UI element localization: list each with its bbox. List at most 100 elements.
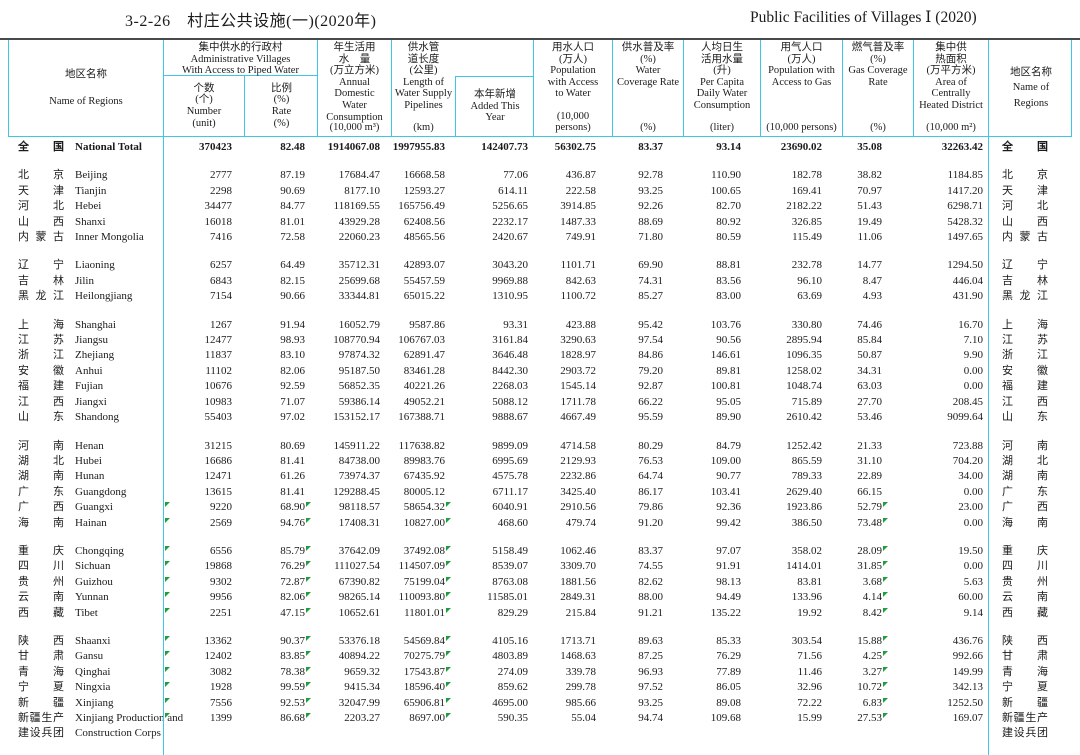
region-name-en: Tianjin: [75, 184, 107, 197]
value-cell: 12402: [163, 649, 243, 664]
region-name-zh: 甘肃: [18, 650, 64, 663]
flag-icon: [883, 561, 888, 567]
value-cell: 1487.33: [560, 215, 596, 228]
region-name-zh: 安徽: [18, 364, 64, 377]
table-row: 湖北 Hubei 16686 81.41 84738.00 89983.76 6995.69…: [8, 454, 1072, 469]
table-row: 河北 Hebei 34477 84.77 118169.55 165756.49 5256.…: [8, 199, 1072, 214]
value-cell: 82.62: [638, 575, 663, 588]
value-cell: 91.94: [280, 318, 305, 331]
region-name-cell: 重庆 Chongqing: [8, 544, 163, 559]
table-row: 云南 Yunnan 9956 82.06 98265.14 110093.80 11585.…: [8, 590, 1072, 605]
region-name-en: Jiangsu: [75, 334, 108, 347]
value-cell: 142407.73: [481, 141, 528, 153]
region-name-zh: 江西: [18, 395, 64, 408]
value-cell: 100.65: [710, 184, 741, 197]
region-name-cell-right: 重庆: [988, 544, 1072, 559]
value-cell: 98118.57: [339, 501, 380, 514]
region-name-en: Zhejiang: [75, 349, 115, 362]
value-cell: 2569: [163, 516, 243, 531]
region-name-zh: 广西: [1002, 501, 1048, 514]
value-cell: 19868: [163, 559, 243, 574]
value-cell: 17543.87: [391, 665, 454, 680]
value-cell: 1252.42: [786, 439, 822, 452]
value-cell: 12471: [204, 470, 233, 483]
flag-icon: [165, 635, 170, 641]
value-cell: 91.21: [638, 606, 663, 619]
table-row: 广东 Guangdong 13615 81.41 129288.45 80005.12 67…: [8, 485, 1072, 500]
header-region-right: 地区名称 Name of Regions: [989, 40, 1073, 136]
flag-icon: [446, 651, 451, 657]
value-cell: 85.33: [716, 634, 741, 647]
region-name-cell: 广东 Guangdong: [8, 485, 163, 500]
value-cell: 34477: [204, 200, 233, 213]
value-cell: 54569.84: [391, 634, 454, 649]
region-name-cell-right: 贵州: [988, 575, 1072, 590]
region-name-cell: 全国 National Total: [8, 140, 163, 155]
flag-icon: [165, 697, 170, 703]
flag-icon: [446, 592, 451, 598]
flag-icon: [446, 697, 451, 703]
value-cell: 4.93: [862, 290, 882, 303]
value-cell: 72.22: [797, 696, 822, 709]
flag-icon: [883, 517, 888, 523]
region-name-zh: 内蒙古: [1002, 231, 1048, 244]
value-cell: 17408.31: [338, 516, 380, 529]
value-cell: 86.17: [638, 485, 663, 498]
value-cell: 80.59: [716, 231, 741, 244]
value-cell: 73974.37: [338, 470, 380, 483]
table-row: 陕西 Shaanxi 13362 90.37 53376.18 54569.84 4105.…: [8, 634, 1072, 649]
value-cell: 82.06: [280, 364, 305, 377]
value-cell: 2610.42: [786, 411, 822, 424]
flag-icon: [883, 651, 888, 657]
value-cell: 715.89: [791, 395, 822, 408]
flag-icon: [306, 517, 311, 523]
region-name-zh: 吉林: [1002, 274, 1048, 287]
region-name-cell: 内蒙古 Inner Mongolia: [8, 230, 163, 245]
value-cell: 65906.81: [391, 696, 454, 711]
flag-icon: [306, 607, 311, 613]
value-cell: 1101.71: [560, 259, 596, 272]
value-cell: 167388.71: [398, 411, 445, 424]
value-cell: 1258.02: [786, 364, 822, 377]
flag-icon: [446, 545, 451, 551]
region-name-zh: 湖南: [18, 470, 64, 483]
region-name-cell: 云南 Yunnan: [8, 590, 163, 605]
value-cell: 109.00: [710, 454, 741, 467]
value-cell: 52.79: [842, 500, 913, 515]
value-cell: 6.83: [842, 696, 913, 711]
table-row: 辽宁 Liaoning 6257 64.49 35712.31 42893.07 3043.…: [8, 258, 1072, 273]
value-cell: 53376.18: [338, 634, 380, 647]
value-cell: 468.60: [497, 516, 528, 529]
value-cell: 436.87: [565, 169, 596, 182]
value-cell: 1713.71: [560, 634, 596, 647]
flag-icon: [165, 545, 170, 551]
value-cell: 8177.10: [344, 184, 380, 197]
region-name-zh: 吉林: [18, 274, 64, 287]
table-row: 北京 Beijing 2777 87.19 17684.47 16668.58 77.06 4…: [8, 168, 1072, 183]
region-name-en: Gansu: [75, 650, 104, 663]
value-cell: 95.59: [638, 411, 663, 424]
value-cell: 10676: [204, 380, 233, 393]
value-cell: 370423: [199, 141, 232, 153]
table-header: 地区名称 Name of Regions 集中供水的行政村 Administrat…: [8, 40, 1072, 137]
region-name-cell: 北京 Beijing: [8, 168, 163, 183]
value-cell: 15.88: [842, 634, 913, 649]
region-name-cell-right: 新疆生产建设兵团: [988, 711, 1072, 742]
region-name-cell-right: 海南: [988, 516, 1072, 531]
region-name-cell: 安徽 Anhui: [8, 364, 163, 379]
region-name-zh: 新疆生产: [1002, 712, 1048, 724]
table-row: 贵州 Guizhou 9302 72.87 67390.82 75199.04 8763.0…: [8, 575, 1072, 590]
value-cell: 103.76: [710, 318, 741, 331]
value-cell: 1048.74: [786, 380, 822, 393]
value-cell: 38.82: [857, 169, 882, 182]
value-cell: 80.92: [716, 215, 741, 228]
region-name-en: Xinjiang: [75, 696, 114, 709]
value-cell: 94.74: [638, 712, 663, 724]
value-cell: 83.00: [716, 290, 741, 303]
value-cell: 103.41: [710, 485, 741, 498]
region-name-cell: 福建 Fujian: [8, 379, 163, 394]
value-cell: 1294.50: [947, 259, 983, 272]
value-cell: 92.36: [716, 501, 741, 514]
value-cell: 23.00: [958, 501, 983, 514]
value-cell: 80005.12: [403, 485, 445, 498]
